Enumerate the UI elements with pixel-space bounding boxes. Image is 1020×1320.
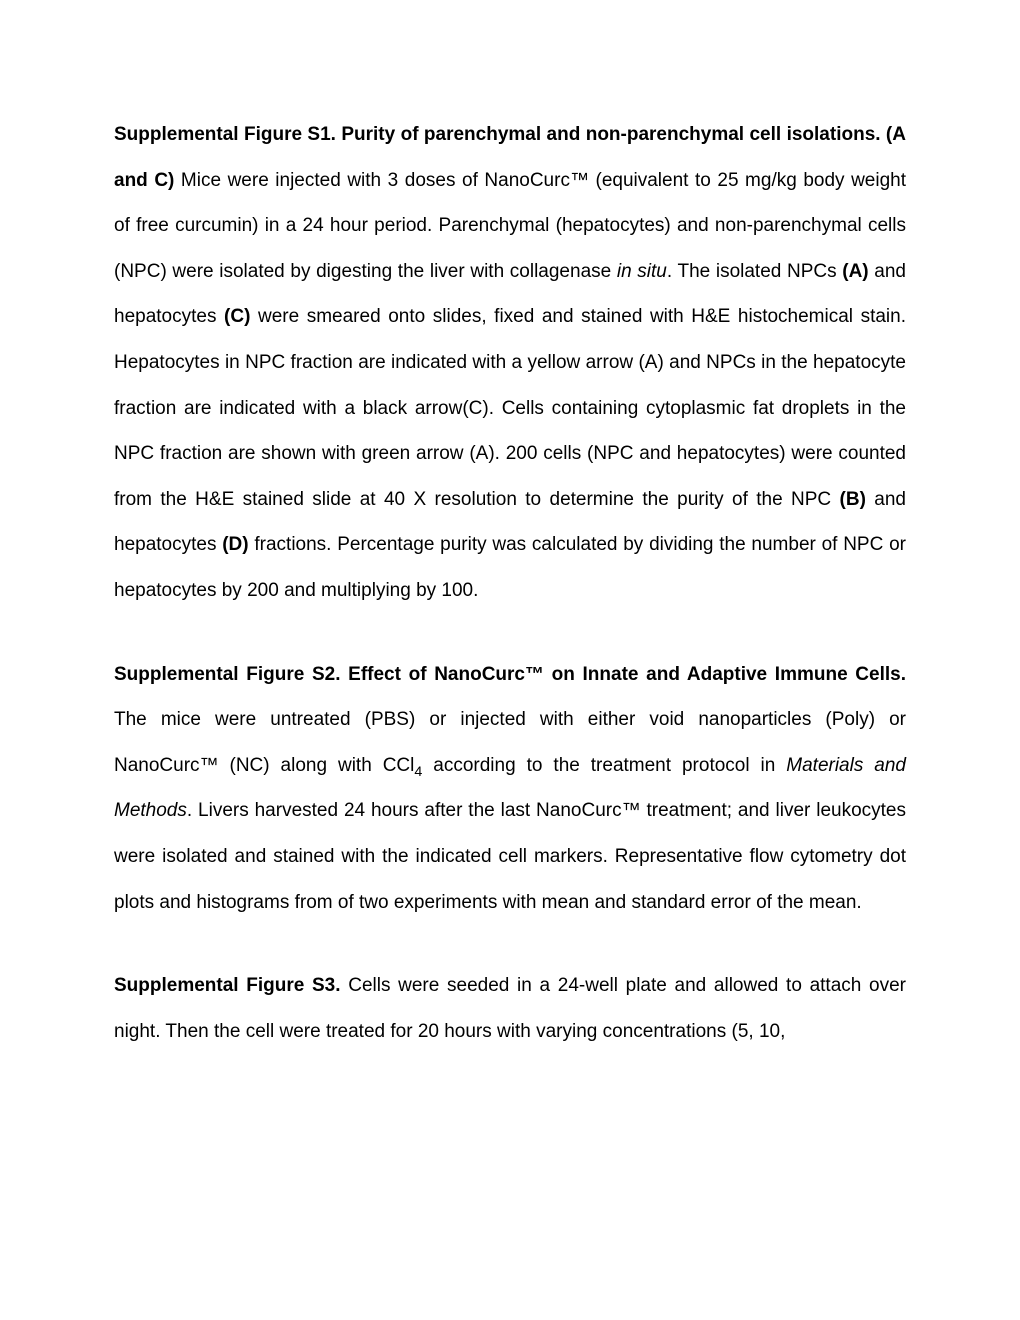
- text-segment: (A): [842, 261, 868, 282]
- paragraph: Supplemental Figure S2. Effect of NanoCu…: [114, 652, 906, 926]
- text-segment: Supplemental Figure S2. Effect of NanoCu…: [114, 664, 906, 685]
- text-segment: in situ: [617, 261, 667, 282]
- paragraph: Supplemental Figure S3. Cells were seede…: [114, 963, 906, 1054]
- text-segment: were smeared onto slides, fixed and stai…: [114, 306, 906, 509]
- paragraph: Supplemental Figure S1. Purity of parenc…: [114, 112, 906, 614]
- text-segment: (D): [222, 534, 248, 555]
- text-segment: (C): [224, 306, 250, 327]
- text-segment: . The isolated NPCs: [667, 261, 842, 282]
- text-segment: . Livers harvested 24 hours after the la…: [114, 800, 906, 912]
- document-body: Supplemental Figure S1. Purity of parenc…: [114, 112, 906, 1054]
- text-segment: (B): [840, 489, 866, 510]
- text-segment: according to the treatment protocol in: [422, 755, 786, 776]
- text-segment: Supplemental Figure S3.: [114, 975, 341, 996]
